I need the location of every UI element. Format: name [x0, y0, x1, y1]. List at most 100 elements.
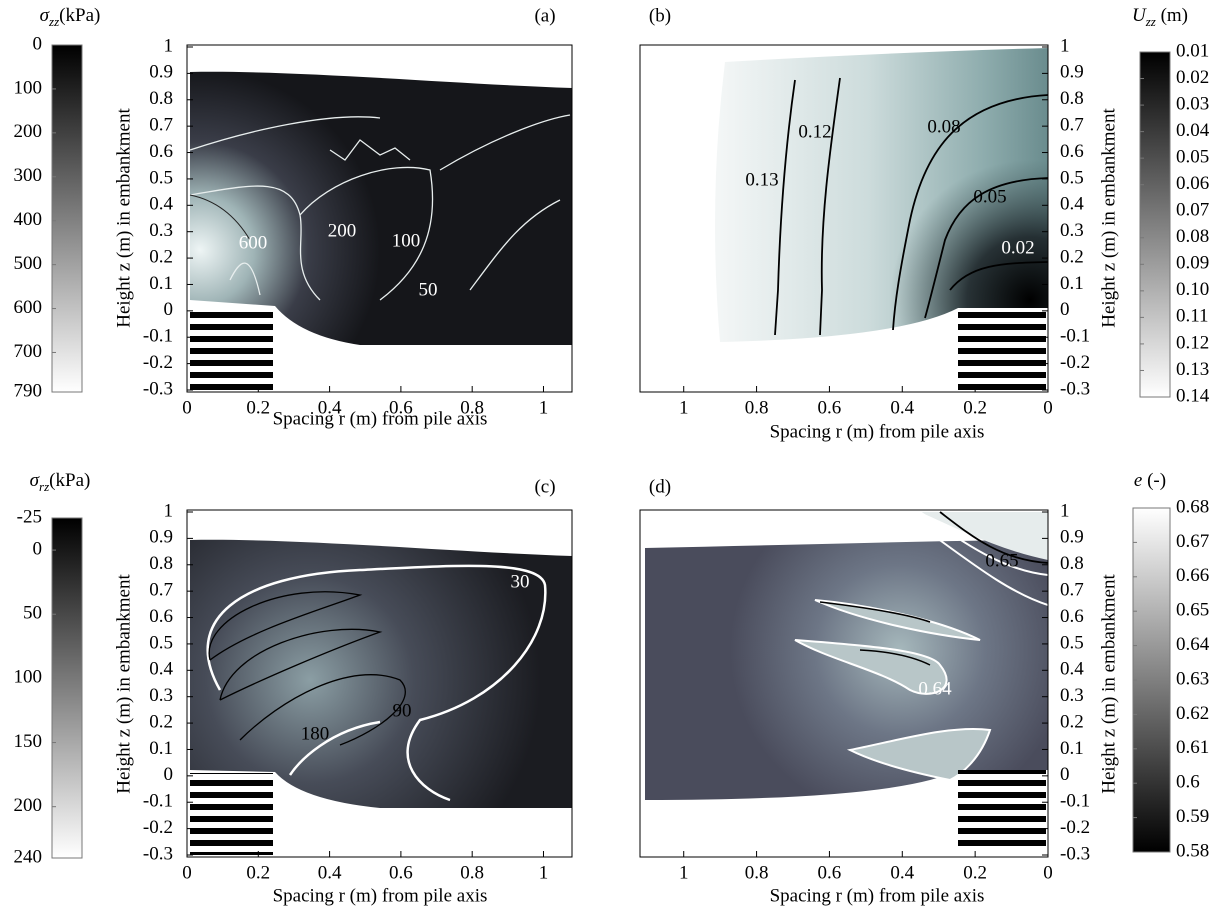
colorbar-tick-label: 240	[14, 846, 43, 867]
colorbar-tick-label: 0.64	[1176, 634, 1210, 655]
y-tick-label: 0.3	[1060, 220, 1084, 241]
contour-label: 0.12	[798, 121, 831, 142]
contour-label: 0.02	[1001, 237, 1034, 258]
colorbar-tick-label: 0.6	[1176, 772, 1200, 793]
panel-label: (c)	[534, 476, 555, 497]
panel-label: (a)	[534, 5, 555, 26]
y-tick-label: 0.2	[149, 711, 173, 732]
y-tick-label: 0.9	[149, 62, 173, 83]
colorbar-tick-label: 400	[14, 209, 43, 230]
colorbar-unit: (-)	[1142, 470, 1166, 491]
y-tick-label: 1	[1060, 500, 1070, 521]
colorbar-label: Uzz (m)	[1132, 5, 1188, 29]
y-tick-label: 0.4	[149, 194, 173, 215]
colorbar-tick-label: 0.10	[1176, 279, 1209, 300]
y-tick-label: 0.8	[1060, 553, 1084, 574]
colorbar	[51, 44, 83, 393]
x-axis-label: Spacing r (m) from pile axis	[770, 421, 985, 442]
y-tick-label: 0.7	[149, 115, 173, 136]
colorbar-tick-label: 200	[14, 795, 43, 816]
colorbar-tick-label: 100	[14, 77, 43, 98]
plot-frame	[639, 509, 1049, 858]
x-tick-label: 1	[539, 397, 549, 418]
y-tick-label: 0.2	[149, 246, 173, 267]
y-tick-label: 0.4	[149, 659, 173, 680]
colorbar-tick-label: 0.61	[1176, 737, 1209, 758]
pile	[958, 770, 1046, 852]
y-tick-label: 0.1	[1060, 738, 1084, 759]
colorbar-tick-label: 0.14	[1176, 385, 1210, 406]
y-tick-label: 0.2	[1060, 711, 1084, 732]
y-tick-label: -0.2	[143, 817, 173, 838]
y-tick-label: 0	[164, 764, 174, 785]
colorbar-tick-label: 0.09	[1176, 253, 1209, 274]
y-tick-label: 0.6	[149, 141, 173, 162]
y-axis-label: Height z (m) in embankment	[1098, 108, 1119, 328]
x-tick-label: 0.8	[460, 862, 484, 883]
field-c	[190, 539, 572, 808]
contour-label: 90	[393, 700, 412, 721]
colorbar-subscript: zz	[1145, 14, 1156, 29]
y-tick-label: 0.7	[1060, 115, 1084, 136]
colorbar-symbol: σ	[40, 5, 50, 26]
x-tick-label: 0.8	[745, 397, 769, 418]
x-tick-label: 0.4	[318, 862, 342, 883]
contour-label: 0.08	[927, 116, 960, 137]
y-tick-label: 0.5	[1060, 632, 1084, 653]
y-tick-label: 1	[1060, 35, 1070, 56]
colorbar-tick-label: -25	[17, 506, 42, 527]
x-tick-label: 1	[539, 862, 549, 883]
colorbar-tick-label: 0.05	[1176, 147, 1209, 168]
colorbar-symbol: σ	[30, 470, 40, 491]
colorbar-tick-label: 0.63	[1176, 668, 1209, 689]
axes-layer: 0 0.2 0.4 0.6 0.8 1 -0.3 -0.2 -0.1 0 0.1 0.2 0.3 0.4 0…	[14, 5, 1210, 906]
y-tick-label: 0.1	[1060, 273, 1084, 294]
y-tick-label: 0.6	[1060, 141, 1084, 162]
colorbar-tick-label: 600	[14, 297, 43, 318]
y-axis-label: Height z (m) in embankment	[113, 574, 134, 794]
colorbar-symbol: U	[1132, 5, 1147, 26]
colorbar-tick-label: 0.13	[1176, 359, 1209, 380]
colorbar-tick-label: 0.04	[1176, 120, 1210, 141]
panel-label: (b)	[649, 5, 671, 26]
y-tick-label: 0.1	[149, 738, 173, 759]
colorbar-label: σzz(kPa)	[40, 5, 101, 29]
colorbar-tick-label: 0.59	[1176, 806, 1209, 827]
panel-label: (d)	[649, 476, 671, 497]
y-tick-label: 0.3	[1060, 685, 1084, 706]
colorbar-tick-label: 100	[14, 667, 43, 688]
x-tick-label: 1	[679, 862, 689, 883]
y-tick-label: -0.3	[1060, 843, 1090, 864]
y-tick-label: -0.3	[1060, 378, 1090, 399]
colorbar-tick-label: 0.11	[1176, 306, 1209, 327]
x-tick-label: 0.6	[389, 397, 413, 418]
colorbar	[51, 517, 83, 859]
colorbar-tick-label: 500	[14, 253, 43, 274]
colorbar-tick-label: 0.58	[1176, 840, 1209, 861]
x-axis-label: Spacing r (m) from pile axis	[273, 885, 488, 906]
y-tick-label: 0.6	[149, 606, 173, 627]
y-tick-label: 0.6	[1060, 606, 1084, 627]
colorbar-subscript: zz	[48, 14, 59, 29]
contour-label: 30	[511, 571, 530, 592]
x-tick-label: 0.2	[963, 397, 987, 418]
contour-label: 100	[392, 230, 421, 251]
colorbar-tick-label: 0.01	[1176, 40, 1209, 61]
x-tick-label: 0.4	[890, 862, 914, 883]
colorbar-tick-label: 0.07	[1176, 200, 1209, 221]
colorbar-tick-label: 790	[14, 380, 43, 401]
y-tick-label: 0.9	[1060, 527, 1084, 548]
field-d	[645, 511, 1048, 800]
y-tick-label: 0.5	[149, 632, 173, 653]
contour-label: 0.13	[745, 169, 778, 190]
colorbar-tick-label: 0.66	[1176, 565, 1209, 586]
y-tick-label: -0.1	[143, 326, 173, 347]
y-tick-label: -0.1	[1060, 791, 1090, 812]
y-tick-label: 0.3	[149, 685, 173, 706]
colorbar-tick-label: 0.12	[1176, 332, 1209, 353]
x-tick-label: 1	[679, 397, 689, 418]
y-tick-label: 0.9	[149, 527, 173, 548]
x-tick-label: 0.4	[318, 397, 342, 418]
y-tick-label: 0	[1060, 764, 1070, 785]
